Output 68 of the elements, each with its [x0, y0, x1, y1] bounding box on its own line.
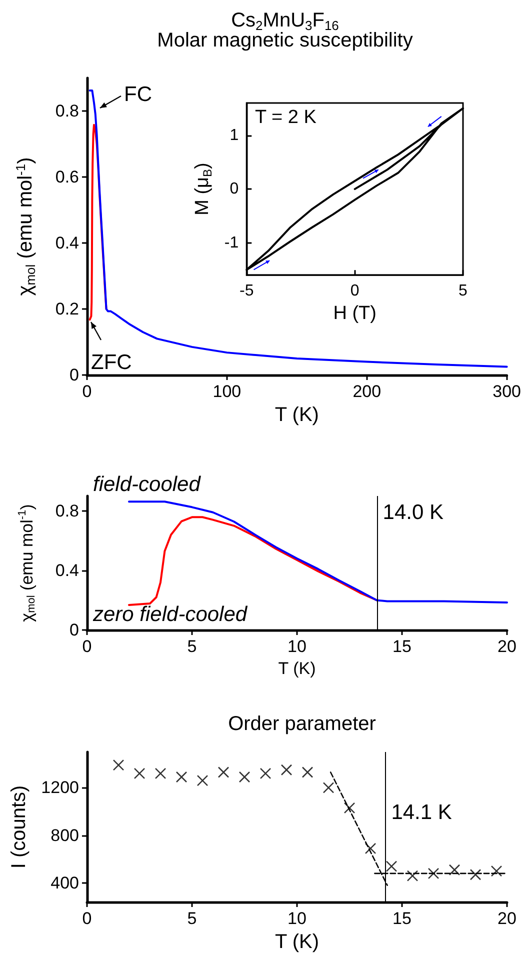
- point: [176, 771, 188, 783]
- y-tick-label: 400: [50, 873, 79, 892]
- point: [386, 860, 398, 872]
- y-tick-label: 0.6: [55, 168, 79, 186]
- point: [134, 768, 146, 780]
- series-label: field-cooled: [93, 473, 202, 496]
- x-tick-label: 15: [392, 637, 412, 656]
- x-tick-label: 10: [288, 637, 306, 656]
- y-tick-label: -1: [224, 234, 239, 252]
- y-tick-label: 0.4: [55, 234, 79, 252]
- y-axis-title: I (counts): [8, 785, 30, 869]
- x-tick-label: -5: [240, 282, 254, 300]
- x-tick-label: 5: [458, 282, 468, 300]
- point: [238, 771, 250, 783]
- x-tick-label: 15: [392, 909, 412, 928]
- y-tick-label: 0.2: [55, 300, 79, 318]
- chart-title: Order parameter: [228, 713, 376, 735]
- y-axis-title: M (μB): [192, 162, 214, 216]
- point: [448, 864, 460, 876]
- y-tick-label: 0.8: [55, 102, 79, 120]
- point: [218, 766, 230, 778]
- ref-line-label: 14.1 K: [391, 801, 452, 824]
- y-tick-label: 0: [70, 366, 79, 384]
- x-axis-title: T (K): [274, 404, 319, 426]
- y-tick-label: 1: [230, 126, 239, 144]
- point: [302, 766, 314, 778]
- point: [260, 768, 272, 780]
- point: [154, 768, 166, 780]
- y-tick-label: 0: [70, 620, 79, 640]
- x-axis-title: T (K): [278, 659, 316, 678]
- point: [112, 759, 124, 771]
- point: [280, 764, 292, 776]
- y-axis-title: χmol (emu mol-1): [13, 157, 38, 296]
- point: [428, 868, 440, 880]
- x-axis-title: T (K): [274, 931, 320, 953]
- y-tick-label: 0: [230, 180, 239, 198]
- x-tick-label: 20: [498, 909, 516, 928]
- x-tick-label: 100: [212, 382, 242, 401]
- x-tick-label: 5: [187, 637, 197, 656]
- series-label: zero field-cooled: [92, 603, 248, 626]
- point: [364, 842, 376, 854]
- y-tick-label: 1200: [41, 778, 79, 798]
- line-series: [128, 500, 508, 604]
- y-tick-label: 0.4: [55, 560, 79, 580]
- point: [196, 774, 208, 786]
- x-tick-label: 20: [498, 637, 516, 656]
- x-tick-label: 0: [350, 282, 360, 300]
- series-label: ZFC: [91, 351, 132, 374]
- point: [490, 865, 502, 877]
- y-tick-label: 800: [50, 826, 79, 845]
- x-tick-label: 0: [82, 382, 92, 401]
- point: [470, 868, 482, 880]
- annotation: T = 2 K: [255, 107, 317, 128]
- y-axis-title: χmol (emu mol-1): [16, 504, 38, 622]
- point: [406, 870, 418, 882]
- y-tick-label: 0.8: [55, 501, 79, 520]
- x-tick-label: 5: [187, 909, 197, 928]
- point: [344, 802, 356, 814]
- x-axis-title: H (T): [333, 303, 376, 324]
- x-tick-label: 0: [82, 909, 92, 928]
- x-tick-label: 200: [352, 382, 382, 401]
- ref-line-label: 14.0 K: [382, 501, 444, 524]
- x-tick-label: 300: [492, 382, 522, 401]
- x-tick-label: 10: [288, 909, 306, 928]
- x-tick-label: 0: [82, 637, 92, 656]
- point: [322, 782, 334, 794]
- chart-subtitle: Molar magnetic susceptibility: [157, 30, 413, 52]
- series-label: FC: [124, 83, 152, 106]
